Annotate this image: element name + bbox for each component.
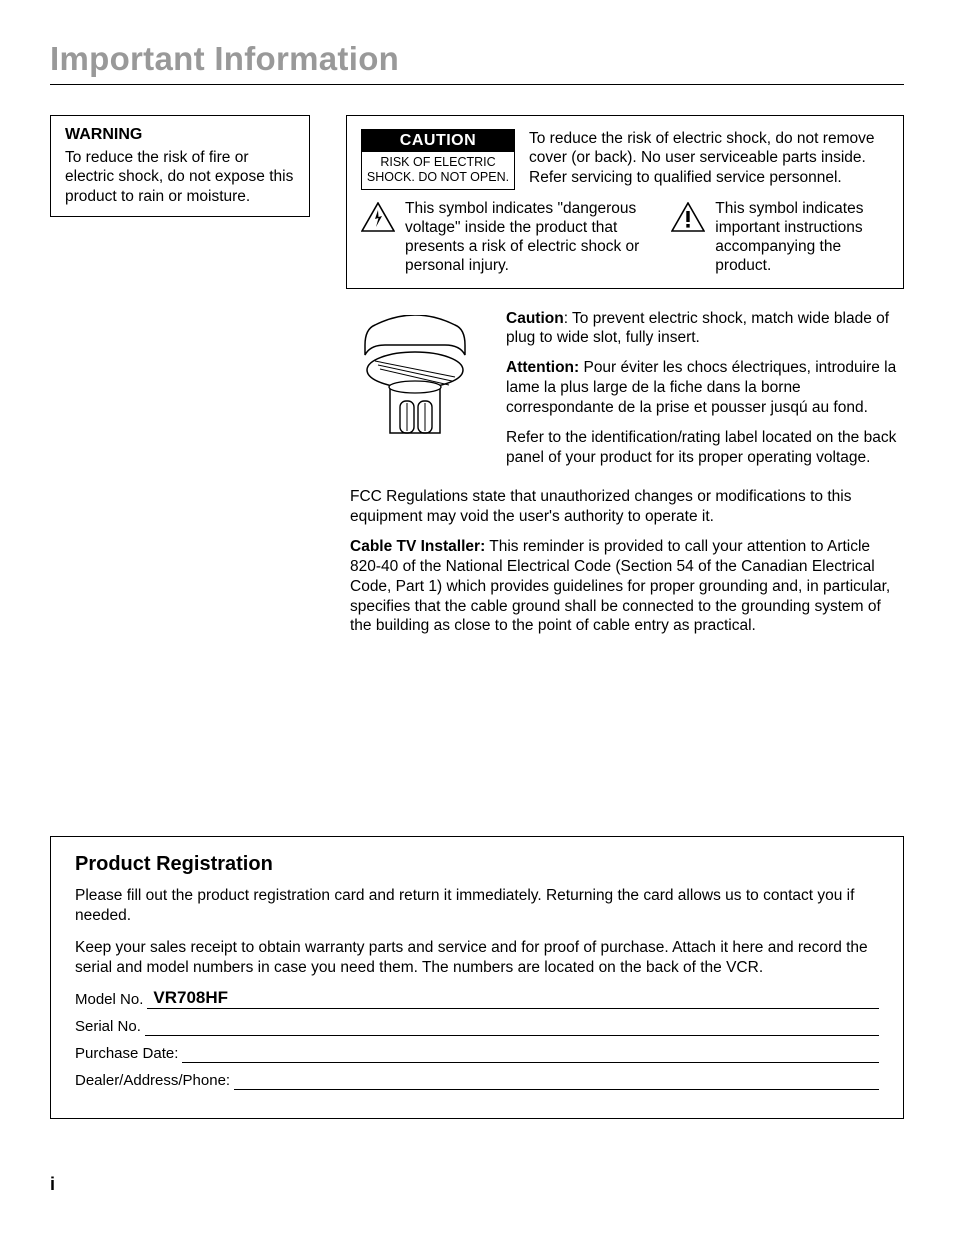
model-no-value: VR708HF	[153, 987, 228, 1009]
lightning-text: This symbol indicates "dangerous voltage…	[405, 200, 651, 276]
product-registration-heading: Product Registration	[75, 853, 879, 876]
lightning-symbol-col: This symbol indicates "dangerous voltage…	[361, 200, 651, 276]
caution-badge: CAUTION	[362, 130, 514, 152]
below-text-block: FCC Regulations state that unauthorized …	[350, 487, 904, 636]
lightning-icon	[361, 202, 395, 232]
product-registration-body: Please fill out the product registration…	[75, 886, 879, 1090]
purchase-date-label: Purchase Date:	[75, 1044, 178, 1063]
warning-heading: WARNING	[65, 126, 295, 144]
caution-top-row: CAUTION RISK OF ELECTRIC SHOCK. DO NOT O…	[361, 129, 889, 190]
dealer-label: Dealer/Address/Phone:	[75, 1071, 230, 1090]
installer-para: Cable TV Installer: This reminder is pro…	[350, 537, 904, 636]
caution-plug-text: : To prevent electric shock, match wide …	[506, 310, 889, 347]
dealer-field[interactable]	[234, 1072, 879, 1090]
caution-label: Caution	[506, 310, 564, 327]
caution-plug-para: Caution: To prevent electric shock, matc…	[506, 309, 904, 349]
page-title: Important Information	[50, 40, 904, 78]
mid-block: Caution: To prevent electric shock, matc…	[350, 309, 904, 478]
caution-block: CAUTION RISK OF ELECTRIC SHOCK. DO NOT O…	[346, 115, 904, 289]
registration-para-2: Keep your sales receipt to obtain warran…	[75, 938, 879, 978]
caution-badge-box: CAUTION RISK OF ELECTRIC SHOCK. DO NOT O…	[361, 129, 515, 190]
attention-para: Attention: Pour éviter les chocs électri…	[506, 358, 904, 417]
warning-box: WARNING To reduce the risk of fire or el…	[50, 115, 310, 217]
symbol-row: This symbol indicates "dangerous voltage…	[361, 200, 889, 276]
serial-no-field[interactable]	[145, 1018, 879, 1036]
registration-para-1: Please fill out the product registration…	[75, 886, 879, 926]
exclam-symbol-col: This symbol indicates important instruct…	[671, 200, 889, 276]
purchase-date-line: Purchase Date:	[75, 1044, 879, 1063]
installer-label: Cable TV Installer:	[350, 538, 485, 555]
dealer-line: Dealer/Address/Phone:	[75, 1071, 879, 1090]
page-number: i	[50, 1174, 55, 1195]
serial-no-label: Serial No.	[75, 1017, 141, 1036]
attention-label: Attention:	[506, 359, 579, 376]
exclamation-icon	[671, 202, 705, 232]
top-row: WARNING To reduce the risk of fire or el…	[50, 115, 904, 289]
caution-badge-sub: RISK OF ELECTRIC SHOCK. DO NOT OPEN.	[362, 152, 514, 189]
model-no-line: Model No. VR708HF	[75, 990, 879, 1009]
caution-top-text: To reduce the risk of electric shock, do…	[529, 129, 889, 187]
product-registration-box: Product Registration Please fill out the…	[50, 836, 904, 1119]
purchase-date-field[interactable]	[182, 1045, 879, 1063]
title-underline	[50, 84, 904, 85]
warning-body: To reduce the risk of fire or electric s…	[65, 148, 295, 206]
plug-illustration	[350, 315, 480, 445]
mid-text-col: Caution: To prevent electric shock, matc…	[506, 309, 904, 478]
exclam-text: This symbol indicates important instruct…	[715, 200, 889, 276]
model-no-label: Model No.	[75, 990, 143, 1009]
fcc-para: FCC Regulations state that unauthorized …	[350, 487, 904, 527]
serial-no-line: Serial No.	[75, 1017, 879, 1036]
rating-label-para: Refer to the identification/rating label…	[506, 428, 904, 468]
model-no-field[interactable]: VR708HF	[147, 991, 879, 1009]
